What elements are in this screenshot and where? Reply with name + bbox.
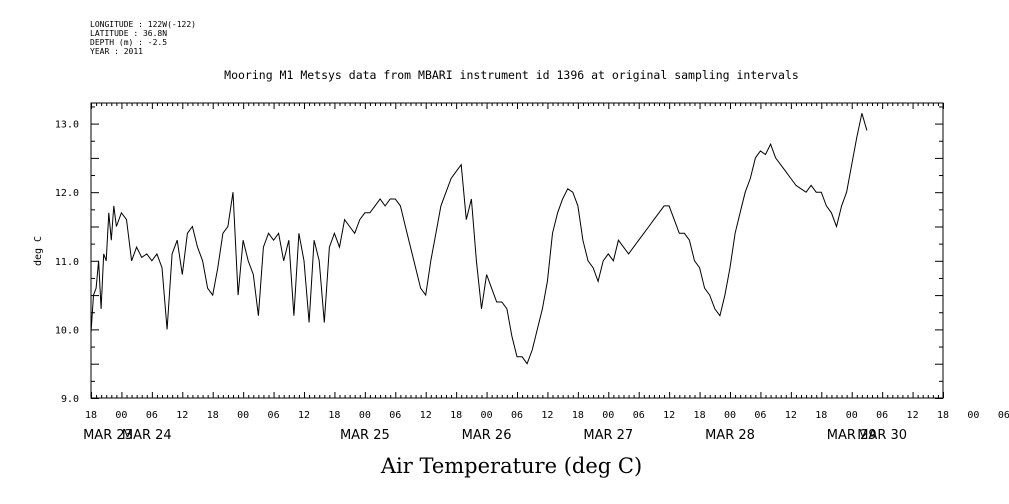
x-hour-label: 06 bbox=[876, 410, 888, 421]
x-hour-label: 12 bbox=[663, 410, 675, 421]
metadata-block: LONGITUDE : 122W(-122) LATITUDE : 36.8N … bbox=[90, 20, 196, 56]
x-date-label: MAR 28 bbox=[705, 428, 755, 443]
x-hour-label: 00 bbox=[602, 410, 614, 421]
x-hour-label: 12 bbox=[176, 410, 188, 421]
x-hour-label: 18 bbox=[937, 410, 949, 421]
x-hour-label: 18 bbox=[450, 410, 462, 421]
x-hour-label: 00 bbox=[967, 410, 979, 421]
x-hour-label: 00 bbox=[846, 410, 858, 421]
x-hour-label: 18 bbox=[328, 410, 340, 421]
x-hour-label: 18 bbox=[85, 410, 97, 421]
x-hour-label: 00 bbox=[359, 410, 371, 421]
x-axis-label: Air Temperature (deg C) bbox=[380, 454, 643, 478]
x-hour-label: 12 bbox=[420, 410, 432, 421]
x-date-label: MAR 29 bbox=[827, 428, 877, 443]
x-hour-label: 00 bbox=[481, 410, 493, 421]
year-label: YEAR : 2011 bbox=[90, 47, 143, 56]
series-line bbox=[90, 113, 868, 365]
x-date-label: MAR 23 bbox=[83, 428, 133, 443]
plot-frame bbox=[90, 102, 944, 399]
latitude-label: LATITUDE : 36.8N bbox=[90, 29, 168, 38]
x-axis-label-wrap: Air Temperature (deg C) bbox=[0, 454, 1009, 478]
x-hour-label: 00 bbox=[115, 410, 127, 421]
x-hour-label: 06 bbox=[146, 410, 158, 421]
x-hour-label: 12 bbox=[541, 410, 553, 421]
y-tick-label: 9.0 bbox=[61, 394, 79, 405]
x-hour-label: 18 bbox=[572, 410, 584, 421]
y-tick-label: 10.0 bbox=[55, 325, 79, 336]
x-hour-label: 06 bbox=[633, 410, 645, 421]
x-hour-label: 18 bbox=[694, 410, 706, 421]
chart-title: Mooring M1 Metsys data from MBARI instru… bbox=[224, 68, 799, 82]
x-date-label: MAR 27 bbox=[583, 428, 633, 443]
x-hour-label: 06 bbox=[511, 410, 523, 421]
x-hour-label: 00 bbox=[724, 410, 736, 421]
x-hour-label: 12 bbox=[298, 410, 310, 421]
x-hour-label: 06 bbox=[754, 410, 766, 421]
depth-label: DEPTH (m) : -2.5 bbox=[90, 38, 168, 47]
y-tick-label: 12.0 bbox=[55, 188, 79, 199]
x-hour-label: 12 bbox=[907, 410, 919, 421]
x-hour-label: 18 bbox=[815, 410, 827, 421]
x-hour-label: 00 bbox=[237, 410, 249, 421]
y-axis-label: deg C bbox=[33, 236, 44, 266]
x-date-label: MAR 26 bbox=[462, 428, 512, 443]
x-hour-label: 06 bbox=[268, 410, 280, 421]
x-hour-label: 06 bbox=[389, 410, 401, 421]
x-date-label: MAR 25 bbox=[340, 428, 390, 443]
x-hour-label: 06 bbox=[998, 410, 1009, 421]
x-tick-labels: 18 00 06 12 18 00 06 12 18 00 06 12 18 00 06 12 18 00 06 12… bbox=[85, 410, 1009, 421]
y-tick-label: 13.0 bbox=[55, 120, 79, 131]
x-hour-label: 18 bbox=[207, 410, 219, 421]
x-date-label: MAR 24 bbox=[122, 428, 172, 443]
chart-title-wrap: Mooring M1 Metsys data from MBARI instru… bbox=[0, 68, 1009, 82]
x-hour-label: 12 bbox=[785, 410, 797, 421]
axis-ticks bbox=[91, 103, 944, 399]
y-tick-label: 11.0 bbox=[55, 257, 79, 268]
y-tick-labels: 9.0 10.0 11.0 12.0 13.0 bbox=[55, 120, 79, 405]
x-date-label: MAR 30 bbox=[857, 428, 907, 443]
longitude-label: LONGITUDE : 122W(-122) bbox=[90, 20, 196, 29]
